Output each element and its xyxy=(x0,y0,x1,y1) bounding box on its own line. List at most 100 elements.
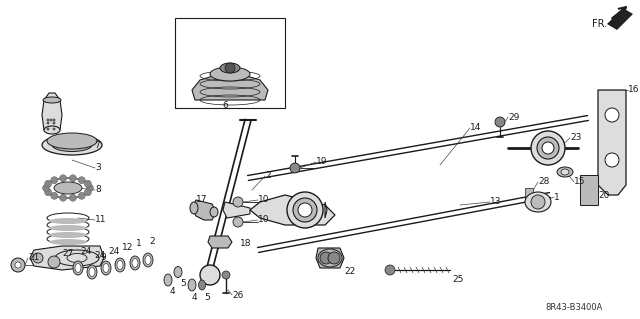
Ellipse shape xyxy=(49,232,87,238)
Text: 8: 8 xyxy=(95,186,100,195)
Ellipse shape xyxy=(89,268,95,277)
Polygon shape xyxy=(598,90,626,195)
Circle shape xyxy=(78,192,85,199)
Ellipse shape xyxy=(143,253,153,267)
Text: 24: 24 xyxy=(94,251,105,261)
Polygon shape xyxy=(192,74,268,100)
Circle shape xyxy=(15,262,21,268)
Ellipse shape xyxy=(188,279,196,291)
Ellipse shape xyxy=(190,202,198,214)
Circle shape xyxy=(328,252,340,264)
Ellipse shape xyxy=(132,258,138,268)
Polygon shape xyxy=(607,8,633,30)
Ellipse shape xyxy=(49,239,87,245)
Ellipse shape xyxy=(103,263,109,272)
Ellipse shape xyxy=(531,131,565,165)
Circle shape xyxy=(531,195,545,209)
Circle shape xyxy=(233,217,243,227)
Text: 20: 20 xyxy=(598,191,609,201)
Circle shape xyxy=(84,189,92,196)
Ellipse shape xyxy=(52,138,92,152)
Text: 9: 9 xyxy=(100,254,106,263)
Ellipse shape xyxy=(561,169,569,175)
Ellipse shape xyxy=(525,192,551,212)
Circle shape xyxy=(50,119,52,121)
Circle shape xyxy=(69,194,76,201)
Text: 28: 28 xyxy=(538,177,549,187)
Circle shape xyxy=(45,180,52,187)
Text: 4: 4 xyxy=(192,293,198,301)
Bar xyxy=(175,18,285,108)
Circle shape xyxy=(52,122,55,124)
Ellipse shape xyxy=(298,203,312,217)
Circle shape xyxy=(47,128,49,130)
Text: 15: 15 xyxy=(574,177,586,187)
Circle shape xyxy=(33,253,43,263)
Text: 1: 1 xyxy=(554,192,560,202)
Circle shape xyxy=(86,184,93,191)
Circle shape xyxy=(45,189,52,196)
Circle shape xyxy=(60,194,67,201)
Circle shape xyxy=(42,184,49,191)
Text: 21: 21 xyxy=(28,254,40,263)
Text: 5: 5 xyxy=(204,293,210,301)
Text: 14: 14 xyxy=(470,123,481,132)
Text: 27: 27 xyxy=(62,249,74,258)
Circle shape xyxy=(52,119,55,121)
Text: 24: 24 xyxy=(80,248,92,256)
Circle shape xyxy=(47,122,49,124)
Ellipse shape xyxy=(174,266,182,278)
Polygon shape xyxy=(223,202,250,218)
Ellipse shape xyxy=(47,133,97,149)
Text: 18: 18 xyxy=(240,240,252,249)
Ellipse shape xyxy=(287,192,323,228)
Ellipse shape xyxy=(75,263,81,272)
Text: 17: 17 xyxy=(196,196,207,204)
Circle shape xyxy=(84,180,92,187)
Ellipse shape xyxy=(101,261,111,275)
Ellipse shape xyxy=(43,97,61,103)
Circle shape xyxy=(605,153,619,167)
Ellipse shape xyxy=(54,182,82,194)
Text: 2: 2 xyxy=(265,172,271,181)
Ellipse shape xyxy=(210,207,218,217)
Circle shape xyxy=(495,117,505,127)
Circle shape xyxy=(385,265,395,275)
Ellipse shape xyxy=(198,280,205,290)
Ellipse shape xyxy=(557,167,573,177)
Text: 2: 2 xyxy=(149,236,155,246)
Ellipse shape xyxy=(542,142,554,154)
Circle shape xyxy=(48,256,60,268)
Ellipse shape xyxy=(117,261,123,270)
Polygon shape xyxy=(316,248,344,268)
Text: 6: 6 xyxy=(222,101,228,110)
Text: 23: 23 xyxy=(570,133,581,143)
Circle shape xyxy=(60,175,67,182)
Ellipse shape xyxy=(145,256,151,264)
Circle shape xyxy=(78,177,85,184)
Ellipse shape xyxy=(164,274,172,286)
Ellipse shape xyxy=(130,256,140,270)
Circle shape xyxy=(605,108,619,122)
Circle shape xyxy=(47,119,49,121)
Polygon shape xyxy=(42,93,62,130)
Polygon shape xyxy=(192,200,216,220)
Text: 7: 7 xyxy=(94,140,100,150)
Ellipse shape xyxy=(293,198,317,222)
Ellipse shape xyxy=(115,258,125,272)
Text: FR.: FR. xyxy=(592,19,607,29)
Text: 4: 4 xyxy=(170,286,175,295)
Polygon shape xyxy=(325,202,327,218)
Circle shape xyxy=(69,175,76,182)
Ellipse shape xyxy=(42,135,102,155)
Text: 3: 3 xyxy=(95,164,100,173)
Circle shape xyxy=(11,258,25,272)
Text: 26: 26 xyxy=(232,291,243,300)
Ellipse shape xyxy=(87,265,97,279)
Circle shape xyxy=(52,128,55,130)
Text: 19: 19 xyxy=(316,158,328,167)
Polygon shape xyxy=(250,195,335,225)
Text: 13: 13 xyxy=(490,197,502,206)
Polygon shape xyxy=(208,236,232,248)
Text: 11: 11 xyxy=(95,216,106,225)
